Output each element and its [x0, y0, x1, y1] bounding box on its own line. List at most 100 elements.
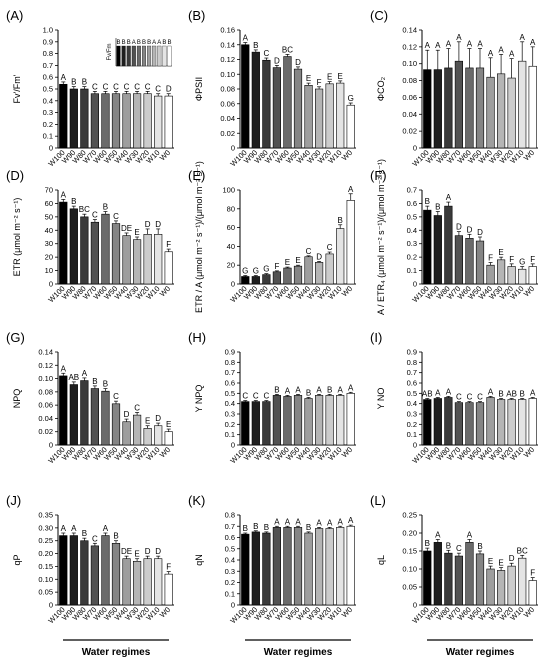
y-tick-label: 0.20: [38, 549, 53, 558]
y-tick-label: 0.10: [402, 59, 417, 68]
significance-letter: D: [124, 410, 130, 419]
bar: [251, 401, 260, 446]
significance-letter: B: [253, 522, 258, 531]
bar: [518, 60, 527, 149]
bar: [111, 223, 121, 285]
bar: [444, 397, 453, 446]
y-tick-label: 70: [45, 186, 53, 195]
y-tick-label: 0.14: [220, 40, 235, 49]
y-axis-label: A / ETR₄ (μmol m⁻² s⁻¹)/(μmol m⁻² s⁻¹): [376, 159, 386, 315]
bar: [423, 399, 432, 446]
bar: [423, 209, 432, 285]
significance-letter: F: [530, 255, 535, 264]
bar: [454, 235, 464, 285]
inset-bar: [131, 45, 136, 67]
bar: [486, 76, 495, 149]
significance-letter: D: [274, 56, 280, 65]
significance-letter: E: [134, 550, 139, 559]
significance-letter: F: [166, 240, 171, 249]
bar: [304, 532, 313, 606]
significance-letter: F: [274, 262, 279, 271]
significance-letter: D: [467, 225, 473, 234]
bar: [486, 568, 495, 606]
bar: [346, 104, 355, 149]
significance-letter: G: [242, 267, 248, 276]
bar: [486, 397, 495, 446]
y-tick-label: 0.30: [38, 523, 53, 532]
bar: [444, 205, 453, 285]
inset-significance-letter: A: [152, 40, 156, 46]
bar: [59, 375, 68, 446]
y-tick-label: 0: [231, 280, 235, 289]
bar: [475, 67, 485, 149]
chart-panel-j: (J)qP00.050.100.150.200.250.300.35AW100A…: [6, 493, 174, 658]
significance-letter: C: [134, 82, 140, 91]
y-tick-label: 50: [45, 212, 53, 221]
bar: [314, 88, 324, 149]
bar: [154, 234, 163, 285]
bar: [164, 251, 173, 285]
y-tick-label: 0.2: [225, 420, 235, 429]
bar: [433, 69, 442, 149]
y-tick-label: 0.05: [38, 588, 53, 597]
category-label: W0: [340, 605, 354, 619]
inset-significance-letter: B: [147, 40, 151, 46]
panel-letter: (E): [188, 168, 205, 183]
bar: [69, 535, 78, 606]
bar: [164, 431, 173, 446]
y-tick-label: 0.2: [407, 420, 417, 429]
bar: [293, 395, 303, 446]
bar: [433, 542, 442, 606]
y-tick-label: 0.1: [407, 430, 417, 439]
y-tick-label: 0.7: [43, 61, 53, 70]
y-tick-label: 0.02: [402, 127, 417, 136]
y-tick-label: 0.8: [407, 358, 417, 367]
chart-panel-d: (D)ETR (μmol m⁻² s⁻¹)010203040506070AW10…: [6, 168, 174, 304]
bar: [433, 215, 442, 285]
bar: [251, 276, 260, 285]
y-tick-label: 0: [413, 441, 417, 450]
y-tick-label: 0.7: [407, 186, 417, 195]
inset-bar: [162, 45, 167, 67]
y-tick-label: 1.0: [43, 26, 53, 35]
y-tick-label: 0.10: [220, 70, 235, 79]
significance-letter: E: [134, 228, 139, 237]
significance-letter: A: [467, 40, 473, 49]
significance-letter: D: [155, 414, 161, 423]
y-tick-label: 0.5: [407, 212, 417, 221]
y-tick-label: 0.3: [407, 239, 417, 248]
category-label: W0: [158, 605, 172, 619]
bar: [59, 535, 68, 606]
significance-letter: C: [477, 393, 483, 402]
inset-bar: [152, 45, 157, 67]
significance-letter: B: [306, 388, 311, 397]
significance-letter: G: [519, 258, 525, 267]
bar: [90, 93, 100, 149]
chart-panel-a: (A) Fv'/Fm' 0 0.1 0.2 0.3 0.4 0.5 0.6 0.7 0.8 0.9 1.…: [6, 8, 174, 168]
bar: [90, 388, 100, 446]
bar: [272, 395, 282, 446]
inset-bar: [142, 45, 146, 67]
bar: [465, 402, 474, 446]
y-tick-label: 0.6: [407, 199, 417, 208]
y-tick-label: 0.2: [407, 253, 417, 262]
significance-letter: A: [456, 33, 462, 42]
significance-letter: AB: [506, 390, 517, 399]
bar: [433, 398, 442, 446]
bar: [465, 542, 474, 606]
panel-letter: (I): [370, 330, 382, 345]
bar: [528, 65, 537, 149]
significance-letter: A: [285, 517, 291, 526]
inset-significance-letter: B: [142, 40, 146, 46]
significance-letter: B: [498, 390, 503, 399]
significance-letter: C: [92, 82, 98, 91]
y-tick-label: 0.04: [220, 114, 235, 123]
y-axis-label: Y NO: [376, 388, 386, 410]
inset-bar: [157, 45, 162, 67]
y-tick-label: 60: [227, 223, 235, 232]
bar: [454, 402, 464, 446]
significance-letter: D: [316, 252, 322, 261]
bar: [325, 528, 334, 606]
significance-letter: D: [456, 223, 462, 232]
bar: [101, 390, 110, 446]
